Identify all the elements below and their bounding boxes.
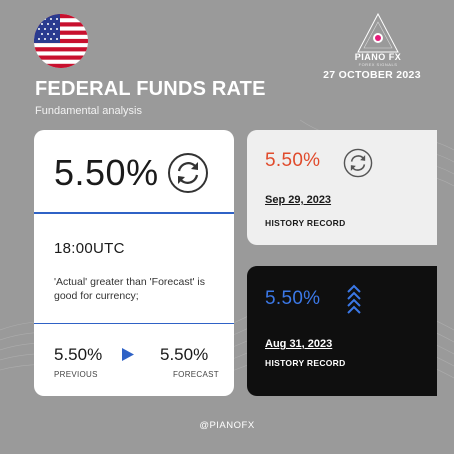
us-flag-icon	[34, 14, 88, 68]
history-date: Sep 29, 2023	[265, 194, 332, 206]
card-divider-secondary	[34, 323, 234, 324]
report-date: 27 OCTOBER 2023	[323, 69, 421, 81]
history-value: 5.50%	[265, 150, 321, 171]
chevrons-up-icon	[347, 284, 361, 314]
forecast-label: FORECAST	[173, 370, 219, 379]
history-card-1: 5.50% Sep 29, 2023 HISTORY RECORD	[247, 130, 437, 245]
history-date: Aug 31, 2023	[265, 338, 333, 350]
brand-tagline: FOREX SIGNALS	[358, 62, 398, 67]
piano-fx-logo-icon	[357, 12, 399, 53]
previous-value: 5.50%	[54, 345, 103, 364]
page-title: FEDERAL FUNDS RATE	[35, 78, 266, 100]
previous-label: PREVIOUS	[54, 370, 98, 379]
release-time: 18:00UTC	[54, 240, 125, 257]
brand-name: PIANO FX	[354, 52, 402, 62]
refresh-circle-icon	[343, 148, 373, 178]
history-card-2: 5.50% Aug 31, 2023 HISTORY RECORD	[247, 266, 437, 396]
play-arrow-icon	[122, 348, 134, 361]
main-rate-card: 5.50% 18:00UTC 'Actual' greater than 'Fo…	[34, 130, 234, 396]
impact-description: 'Actual' greater than 'Forecast' is good…	[54, 276, 206, 302]
history-label: HISTORY RECORD	[265, 358, 346, 368]
page-subtitle: Fundamental analysis	[35, 105, 143, 117]
card-divider	[34, 212, 234, 214]
footer-handle: @PIANOFX	[199, 420, 255, 431]
actual-value: 5.50%	[54, 152, 159, 193]
history-value: 5.50%	[265, 288, 321, 309]
refresh-circle-icon	[168, 153, 208, 193]
forecast-value: 5.50%	[160, 345, 209, 364]
history-label: HISTORY RECORD	[265, 218, 346, 228]
